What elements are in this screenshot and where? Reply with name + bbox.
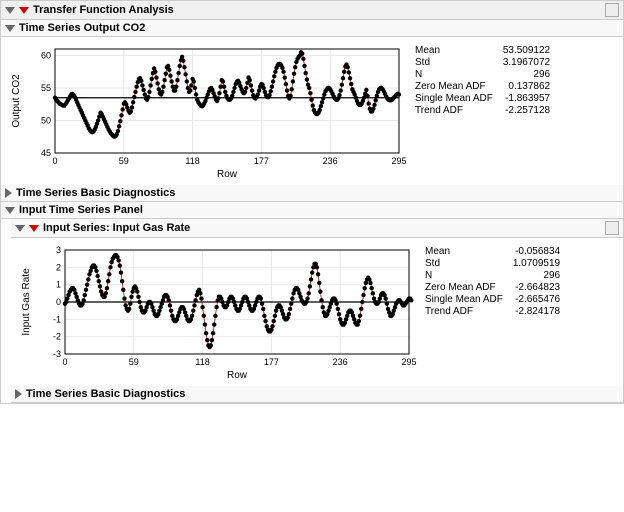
menu-icon[interactable] <box>19 7 29 14</box>
svg-text:1: 1 <box>56 280 61 290</box>
disclosure-main[interactable] <box>5 7 15 14</box>
main-header: Transfer Function Analysis <box>1 1 623 20</box>
svg-text:45: 45 <box>41 148 51 158</box>
svg-text:60: 60 <box>41 51 51 61</box>
diag2-title: Time Series Basic Diagnostics <box>26 388 185 400</box>
svg-text:59: 59 <box>129 357 139 367</box>
svg-text:236: 236 <box>333 357 348 367</box>
disclosure-inputseries[interactable] <box>15 225 25 232</box>
svg-text:0: 0 <box>52 156 57 166</box>
output-stats: Mean53.509122Std3.1967072N296Zero Mean A… <box>415 41 550 116</box>
svg-text:55: 55 <box>41 83 51 93</box>
disclosure-output[interactable] <box>5 25 15 32</box>
main-title: Transfer Function Analysis <box>33 4 174 16</box>
output-header: Time Series Output CO2 <box>1 20 623 37</box>
menu-icon[interactable] <box>29 225 39 232</box>
svg-text:-3: -3 <box>53 349 61 359</box>
inputpanel-title: Input Time Series Panel <box>19 204 143 216</box>
svg-text:295: 295 <box>391 156 406 166</box>
diag1-title: Time Series Basic Diagnostics <box>16 187 175 199</box>
inputpanel-body: Input Series: Input Gas Rate 05911817723… <box>1 219 623 403</box>
inputseries-header: Input Series: Input Gas Rate <box>11 219 623 238</box>
popout-icon[interactable] <box>605 3 619 17</box>
diag1-header: Time Series Basic Diagnostics <box>1 185 623 202</box>
inputseries-body: 0 59 118 177 236 295 -3 -2 -1 0 1 2 3 Row Input Gas Ra… <box>11 238 623 386</box>
disclosure-inputpanel[interactable] <box>5 207 15 214</box>
svg-text:0: 0 <box>56 297 61 307</box>
main-panel: Transfer Function Analysis Time Series O… <box>0 0 624 404</box>
svg-text:177: 177 <box>264 357 279 367</box>
svg-text:0: 0 <box>62 357 67 367</box>
disclosure-diag1[interactable] <box>5 188 12 198</box>
svg-text:59: 59 <box>119 156 129 166</box>
svg-text:177: 177 <box>254 156 269 166</box>
svg-text:118: 118 <box>195 357 209 367</box>
input-stats: Mean-0.056834Std1.0709519N296Zero Mean A… <box>425 242 560 317</box>
svg-text:236: 236 <box>323 156 338 166</box>
svg-text:Row: Row <box>217 169 238 180</box>
svg-text:295: 295 <box>401 357 416 367</box>
diag2-header: Time Series Basic Diagnostics <box>11 386 623 403</box>
svg-text:-2: -2 <box>53 332 61 342</box>
svg-text:3: 3 <box>56 245 61 255</box>
svg-text:50: 50 <box>41 116 51 126</box>
output-body: 0 59 118 177 236 295 45 50 55 60 Row Output CO2 Mea… <box>1 37 623 185</box>
svg-text:Output CO2: Output CO2 <box>11 74 22 128</box>
output-chart: 0 59 118 177 236 295 45 50 55 60 Row Output CO2 <box>7 41 407 181</box>
disclosure-diag2[interactable] <box>15 389 22 399</box>
svg-text:Row: Row <box>227 370 248 381</box>
svg-text:118: 118 <box>185 156 199 166</box>
popout-icon[interactable] <box>605 221 619 235</box>
svg-text:-1: -1 <box>53 314 61 324</box>
inputpanel-header: Input Time Series Panel <box>1 202 623 219</box>
input-chart: 0 59 118 177 236 295 -3 -2 -1 0 1 2 3 Row Input Gas Ra… <box>17 242 417 382</box>
svg-text:Input Gas Rate: Input Gas Rate <box>21 268 32 336</box>
output-title: Time Series Output CO2 <box>19 22 145 34</box>
svg-text:2: 2 <box>56 262 61 272</box>
inputseries-title: Input Series: Input Gas Rate <box>43 222 190 234</box>
